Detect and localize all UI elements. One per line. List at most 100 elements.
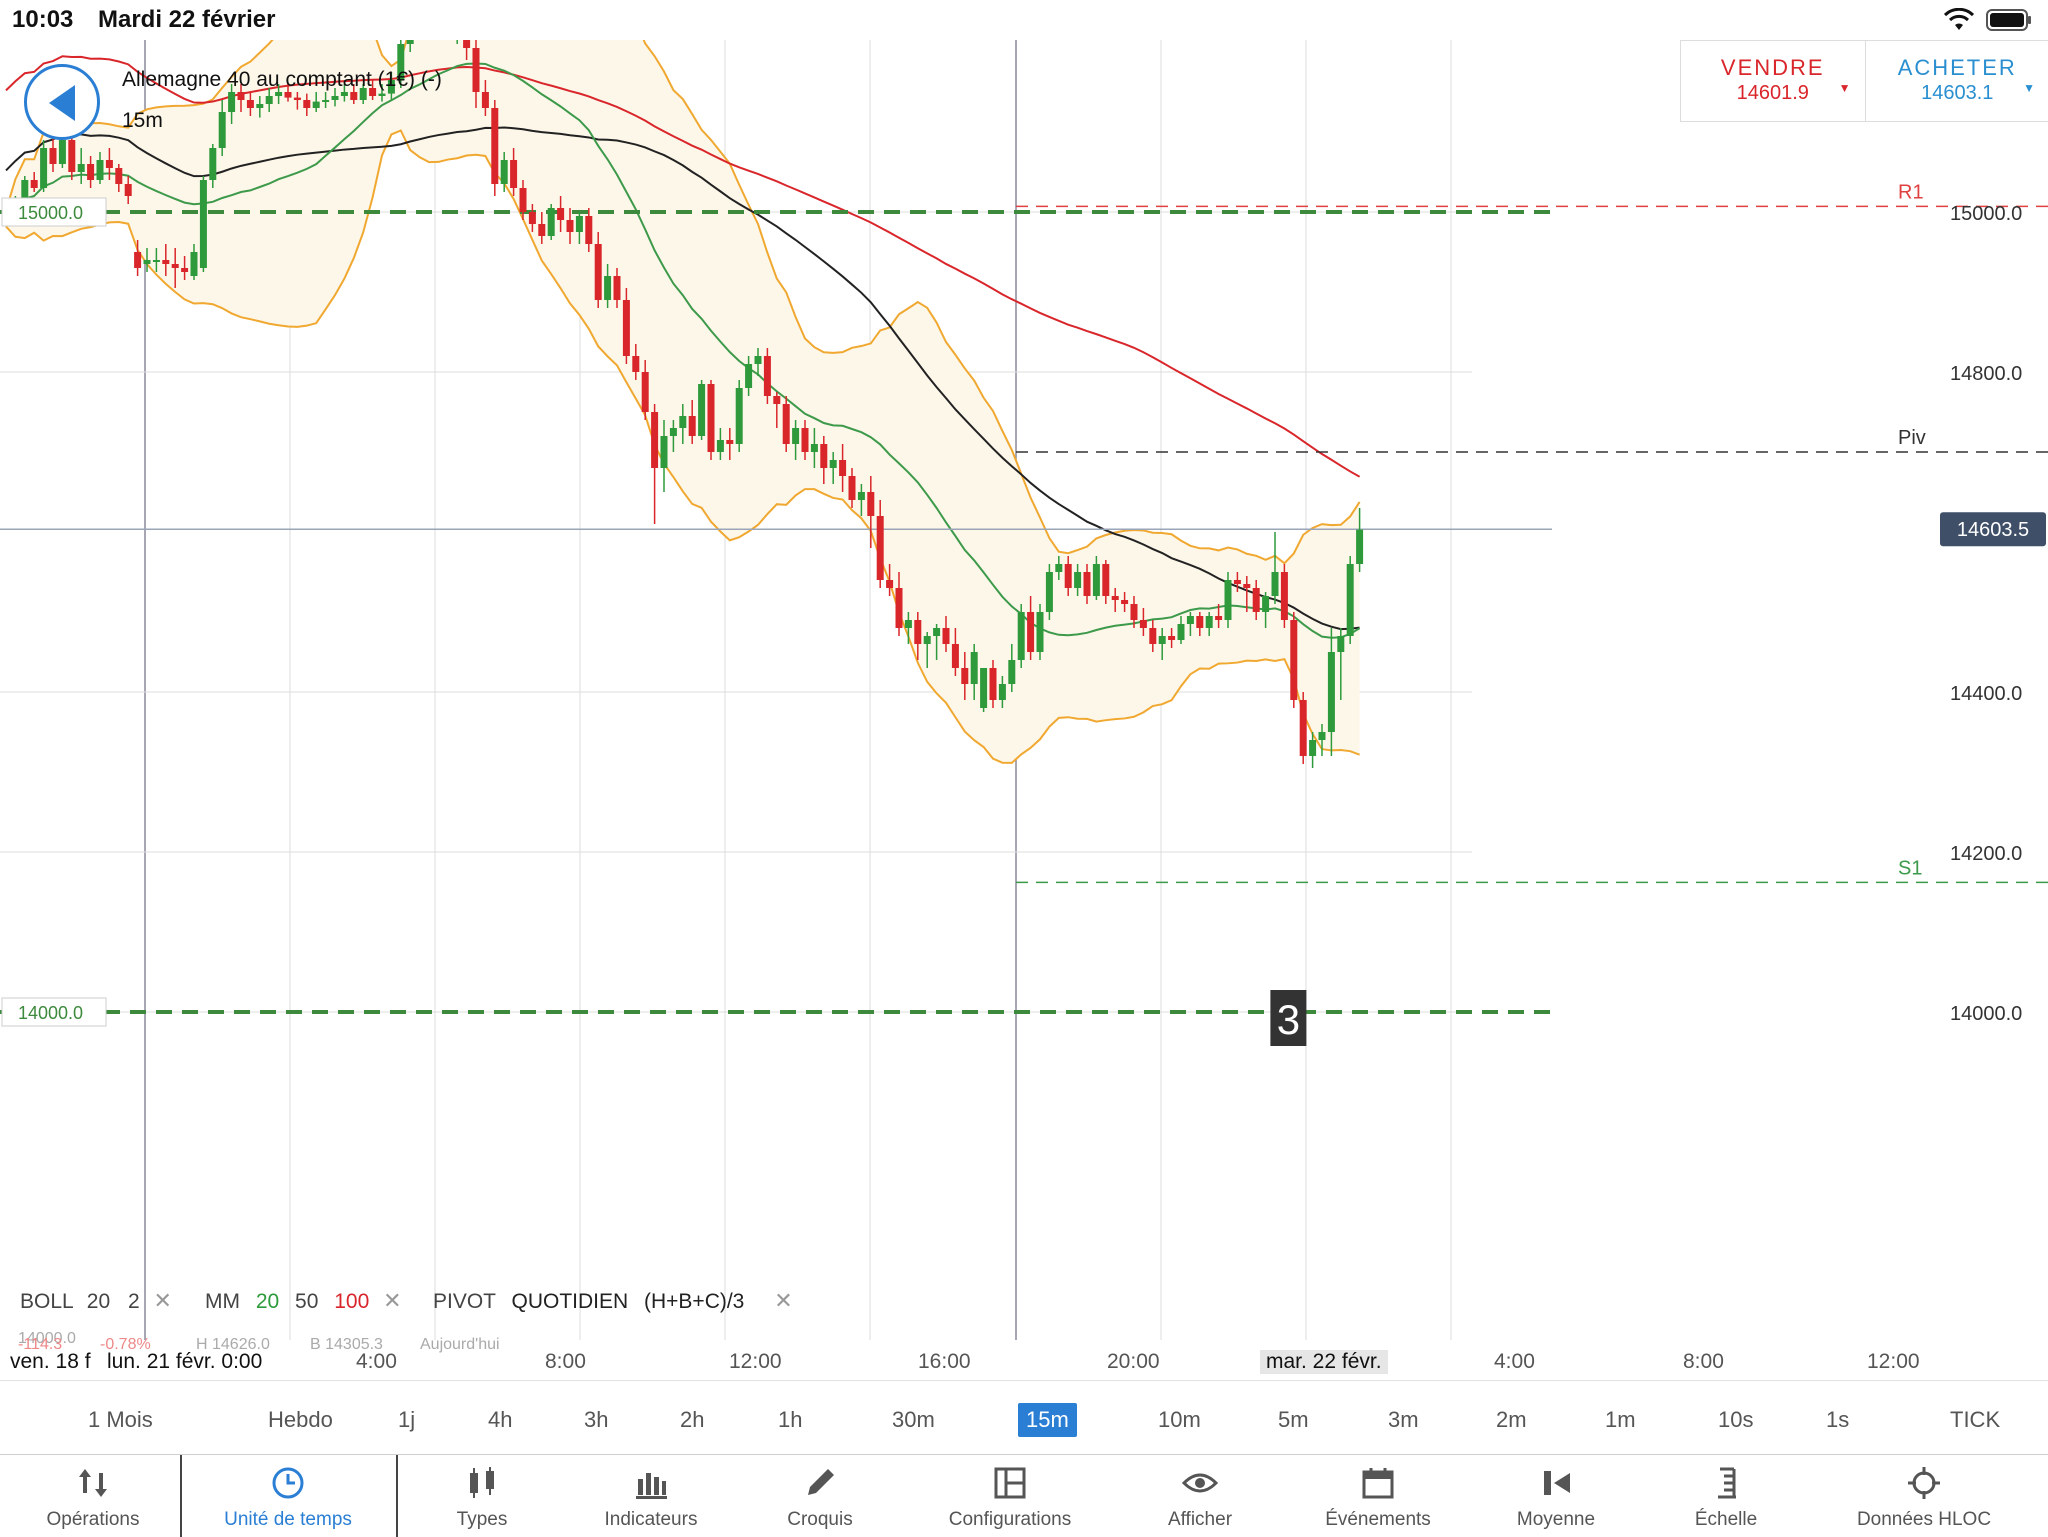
candle-body: [999, 684, 1006, 700]
timeframe-tick[interactable]: TICK: [1942, 1403, 2008, 1437]
candle-body: [961, 668, 968, 684]
legend-pivot-period: QUOTIDIEN: [511, 1290, 628, 1313]
legend-mm-p1: 20: [256, 1290, 279, 1313]
candle-body: [1262, 596, 1269, 612]
timeframe-1j[interactable]: 1j: [390, 1403, 423, 1437]
legend-mm-close-icon[interactable]: ✕: [383, 1288, 401, 1313]
buy-label: ACHETER: [1866, 55, 2048, 81]
nav-eye[interactable]: Afficher: [1110, 1455, 1290, 1537]
candle-body: [219, 112, 226, 148]
timeframe-10m[interactable]: 10m: [1150, 1403, 1209, 1437]
legend-mm-name: MM: [205, 1290, 240, 1313]
buy-caret-icon[interactable]: ▼: [2023, 81, 2035, 95]
candle-body: [1112, 596, 1119, 600]
candle-body: [97, 160, 104, 180]
nav-label: Opérations: [3, 1509, 183, 1531]
candle-body: [604, 276, 611, 300]
candle-body: [200, 180, 207, 268]
candle-body: [877, 516, 884, 580]
candle-body: [755, 356, 762, 364]
pivot-label: R1: [1898, 181, 1924, 203]
nav-average[interactable]: Moyenne: [1466, 1455, 1646, 1537]
candle-body: [172, 264, 179, 268]
nav-scale[interactable]: Échelle: [1636, 1455, 1816, 1537]
candle-body: [1018, 612, 1025, 660]
candle-body: [1196, 616, 1203, 628]
nav-crosshair[interactable]: Données HLOC: [1834, 1455, 2014, 1537]
nav-clock[interactable]: Unité de temps: [198, 1455, 378, 1537]
candle-body: [191, 252, 198, 276]
candlestick-icon: [464, 1465, 500, 1501]
legend-boll[interactable]: BOLL 20 2 ✕: [20, 1288, 172, 1314]
candle-body: [1281, 572, 1288, 620]
nav-label: Moyenne: [1466, 1509, 1646, 1531]
legend-boll-close-icon[interactable]: ✕: [154, 1288, 172, 1313]
nav-candlestick[interactable]: Types: [392, 1455, 572, 1537]
candle-body: [670, 428, 677, 436]
price-axis-label: 14000.0: [1950, 1003, 2022, 1025]
legend-pivot-close-icon[interactable]: ✕: [774, 1288, 792, 1313]
price-axis-label: 14400.0: [1950, 683, 2022, 705]
legend-pivot[interactable]: PIVOT QUOTIDIEN (H+B+C)/3 ✕: [433, 1288, 793, 1314]
candle-body: [1121, 600, 1128, 604]
candle-body: [1027, 612, 1034, 652]
candle-body: [1140, 620, 1147, 628]
nav-transfer-arrows[interactable]: Opérations: [3, 1455, 183, 1537]
candle-body: [642, 372, 649, 412]
candle-body: [1046, 572, 1053, 612]
candle-body: [867, 492, 874, 516]
candle-body: [802, 428, 809, 452]
nav-calendar[interactable]: Événements: [1288, 1455, 1468, 1537]
nav-pencil[interactable]: Croquis: [730, 1455, 910, 1537]
nav-label: Unité de temps: [198, 1509, 378, 1531]
candle-body: [1225, 580, 1232, 620]
candle-body: [482, 92, 489, 108]
buy-button[interactable]: ACHETER 14603.1 ▼: [1866, 41, 2048, 121]
candle-body: [350, 92, 357, 100]
candle-body: [1074, 572, 1081, 588]
timeframe-2h[interactable]: 2h: [672, 1403, 712, 1437]
sell-button[interactable]: VENDRE 14601.9 ▼: [1681, 41, 1866, 121]
timeframe-3h[interactable]: 3h: [576, 1403, 616, 1437]
average-icon: [1538, 1465, 1574, 1501]
timeframe-30m[interactable]: 30m: [884, 1403, 943, 1437]
timeframe-15m[interactable]: 15m: [1018, 1403, 1077, 1437]
candle-body: [971, 652, 978, 684]
candle-body: [520, 188, 527, 212]
timeframe-1-mois[interactable]: 1 Mois: [80, 1403, 161, 1437]
date-tick: 4:00: [356, 1350, 397, 1374]
candle-body: [1131, 604, 1138, 620]
date-tick: 12:00: [729, 1350, 782, 1374]
candle-body: [341, 92, 348, 96]
timeframe-3m[interactable]: 3m: [1380, 1403, 1427, 1437]
timeframe-5m[interactable]: 5m: [1270, 1403, 1317, 1437]
candle-body: [115, 168, 122, 184]
candle-body: [726, 440, 733, 444]
nav-layout[interactable]: Configurations: [920, 1455, 1100, 1537]
chart-timeframe-label: 15m: [122, 109, 163, 133]
timeframe-hebdo[interactable]: Hebdo: [260, 1403, 341, 1437]
timeframe-2m[interactable]: 2m: [1488, 1403, 1535, 1437]
timeframe-4h[interactable]: 4h: [480, 1403, 520, 1437]
back-button[interactable]: [24, 64, 100, 140]
nav-bar-chart[interactable]: Indicateurs: [561, 1455, 741, 1537]
timeframe-10s[interactable]: 10s: [1710, 1403, 1761, 1437]
timeframe-1m[interactable]: 1m: [1597, 1403, 1644, 1437]
candle-body: [228, 92, 235, 112]
timeframe-1h[interactable]: 1h: [770, 1403, 810, 1437]
date-tick: 16:00: [918, 1350, 971, 1374]
candle-body: [651, 412, 658, 468]
candle-body: [990, 668, 997, 700]
candle-body: [21, 180, 28, 198]
candle-body: [811, 444, 818, 452]
candle-body: [162, 260, 169, 264]
clock-icon: [270, 1465, 306, 1501]
legend-boll-dev: 2: [128, 1290, 140, 1313]
sell-caret-icon[interactable]: ▼: [1839, 81, 1851, 95]
candle-body: [557, 208, 564, 220]
timeframe-1s[interactable]: 1s: [1818, 1403, 1857, 1437]
legend-mm[interactable]: MM 20 50 100 ✕: [205, 1288, 402, 1314]
candle-body: [1243, 584, 1250, 588]
status-date: Mardi 22 février: [98, 6, 275, 34]
